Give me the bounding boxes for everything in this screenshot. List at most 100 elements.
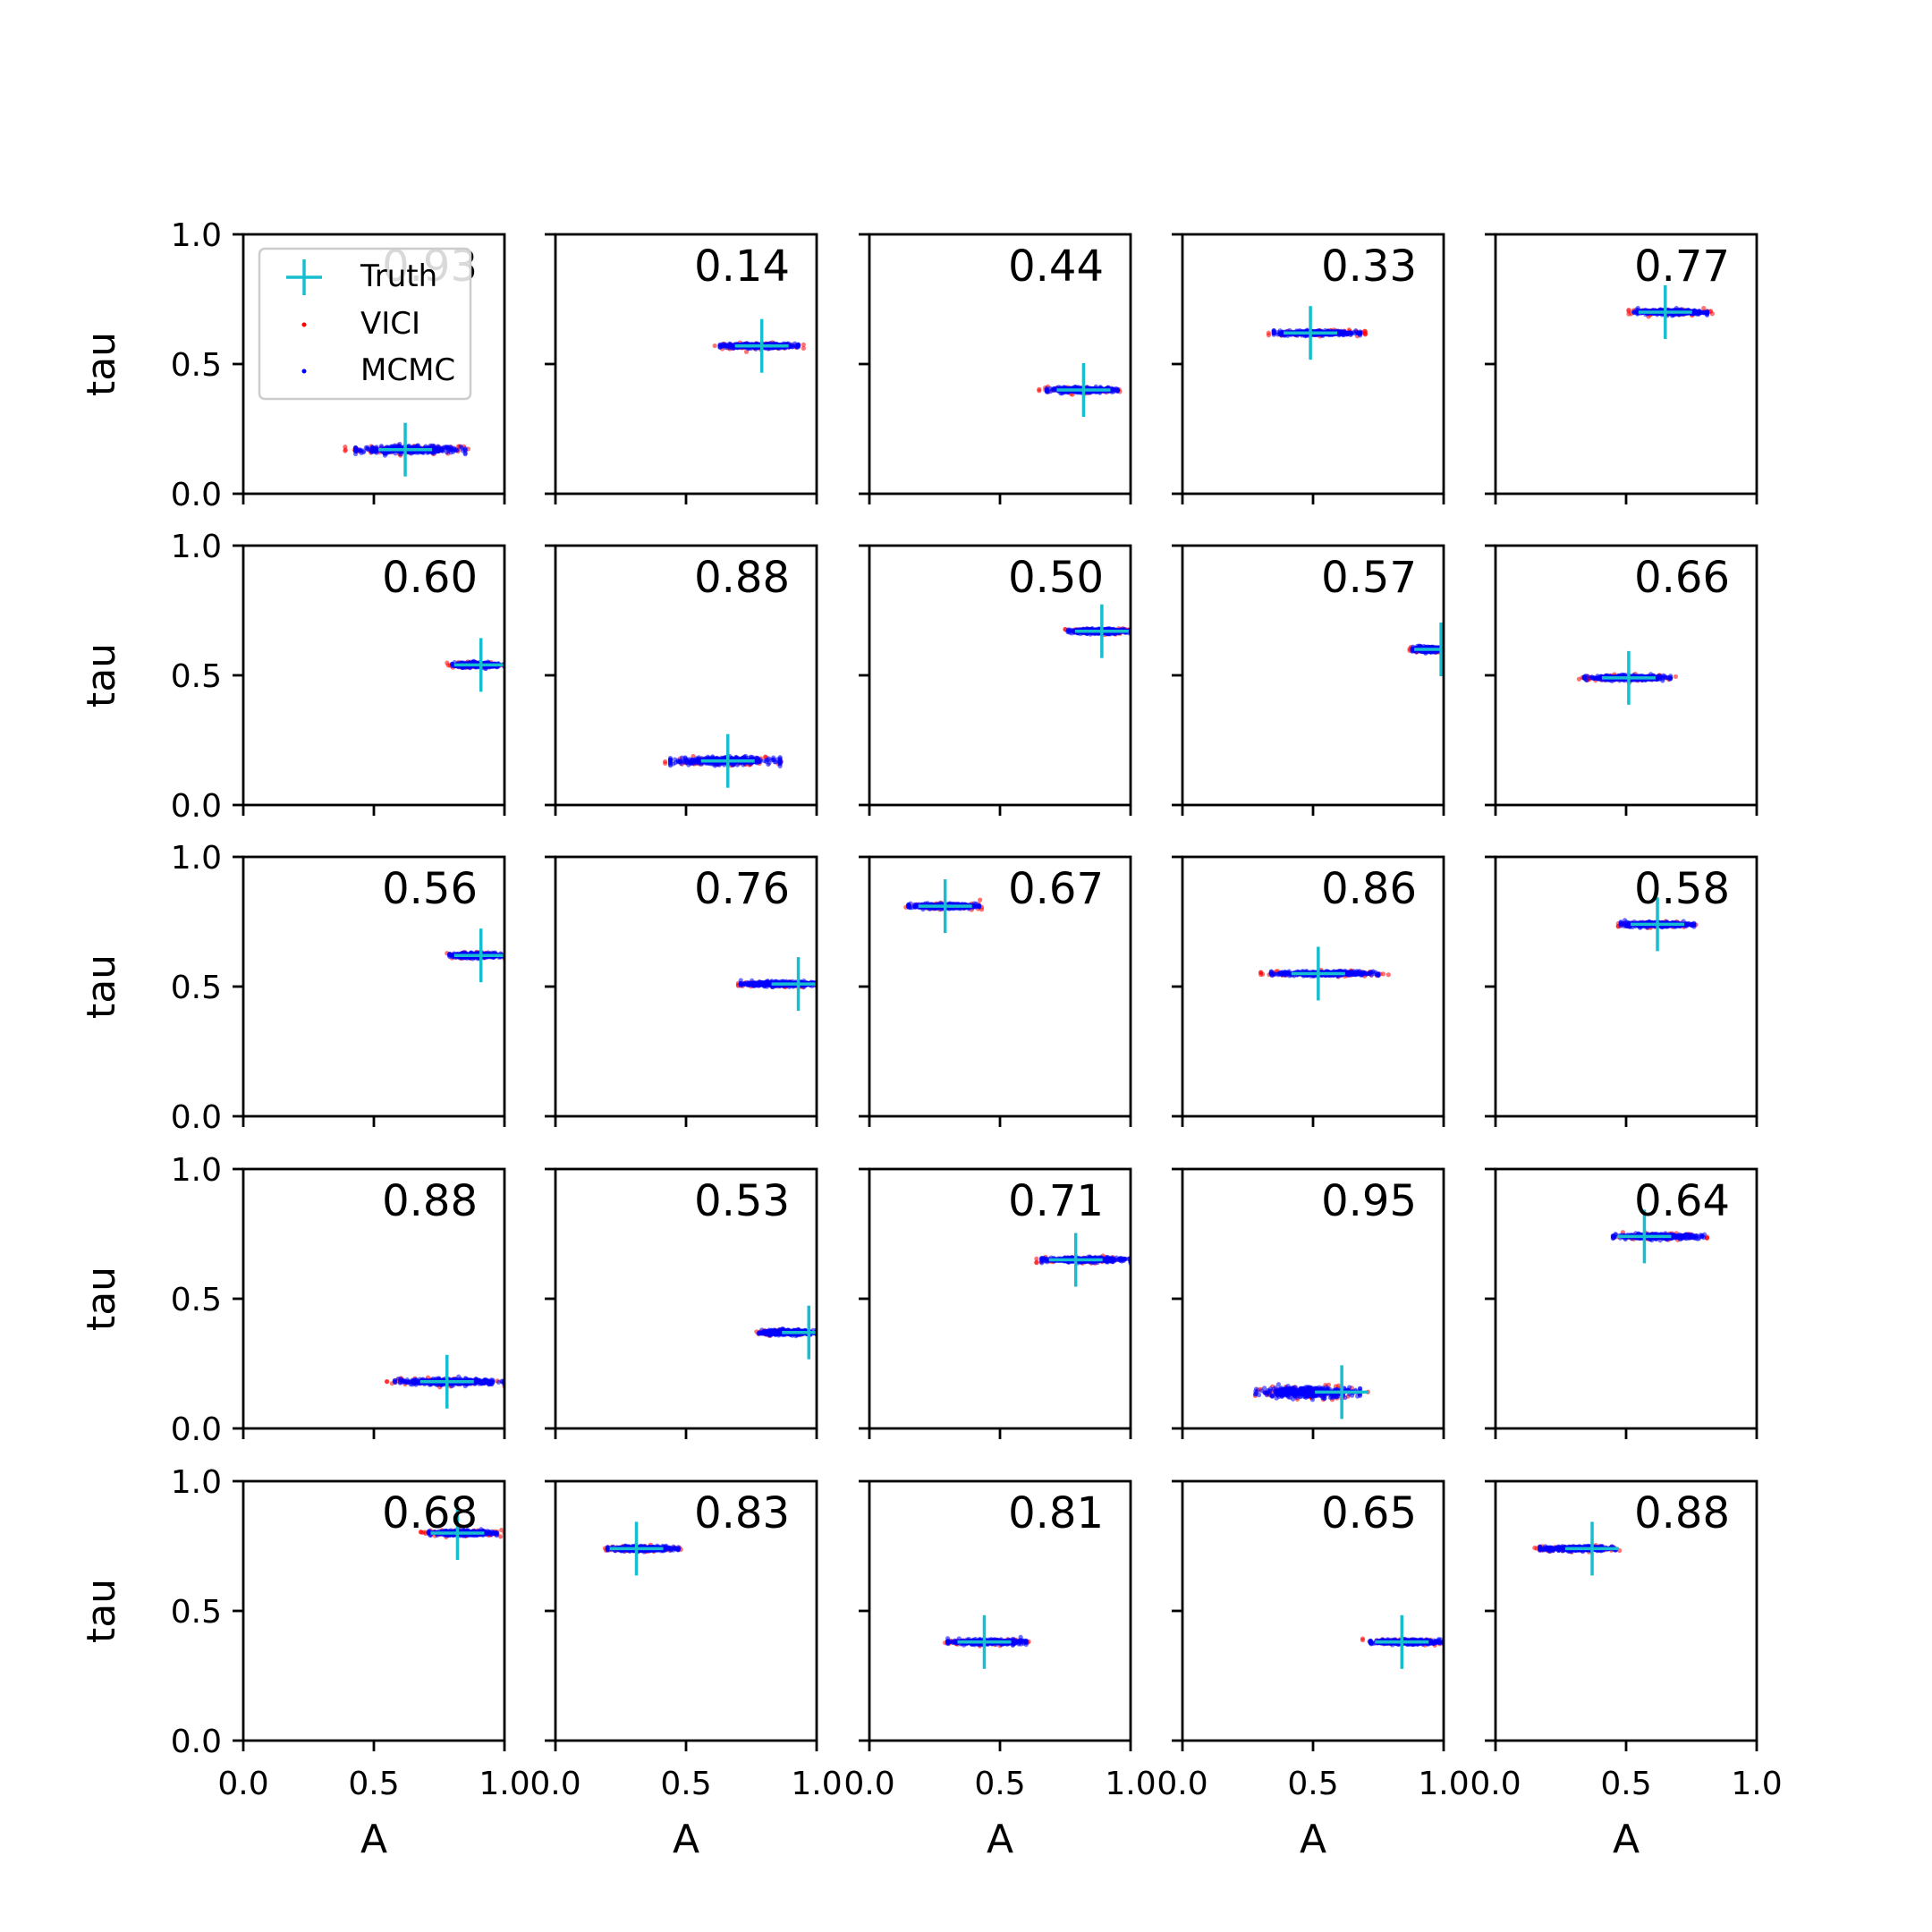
mcmc-sample-point	[1278, 332, 1284, 338]
mcmc-sample-point	[1271, 330, 1276, 335]
panel-score-label: 0.60	[382, 553, 478, 603]
y-axis-label: tau	[79, 332, 124, 396]
y-tick-label: 0.0	[171, 477, 222, 513]
mcmc-sample-point	[683, 758, 689, 763]
mcmc-sample-point	[452, 446, 458, 452]
mcmc-sample-point	[729, 345, 734, 351]
panel-10: 0.66	[1485, 544, 1758, 816]
mcmc-sample-point	[675, 758, 682, 765]
vici-sample-point	[801, 342, 807, 348]
panel-score-label: 0.50	[1008, 553, 1104, 603]
panel-9: 0.57	[1172, 544, 1445, 816]
mcmc-sample-point	[757, 759, 762, 765]
panel-points	[1576, 650, 1679, 705]
mcmc-sample-point	[458, 444, 463, 449]
vici-sample-point	[1626, 307, 1631, 313]
mcmc-sample-point	[722, 343, 728, 348]
panel-points	[663, 733, 784, 788]
mcmc-sample-point	[1592, 675, 1597, 681]
vici-sample-point	[1037, 388, 1042, 394]
mcmc-sample-point	[370, 445, 376, 451]
mcmc-sample-point	[791, 343, 796, 350]
mcmc-sample-point	[352, 451, 359, 457]
mcmc-sample-point	[1066, 628, 1072, 634]
vici-sample-point	[1701, 305, 1707, 311]
mcmc-sample-point	[1631, 310, 1637, 316]
mcmc-sample-point	[1336, 330, 1342, 335]
panel-points	[1037, 363, 1123, 417]
vici-sample-point	[1266, 330, 1271, 335]
mcmc-sample-point	[764, 757, 769, 763]
vici-sample-point	[663, 760, 668, 767]
vici-sample-point	[445, 660, 450, 665]
mcmc-sample-point	[365, 445, 370, 450]
mcmc-sample-point	[432, 446, 437, 452]
mcmc-sample-point	[352, 447, 359, 453]
mcmc-sample-point	[667, 756, 674, 761]
mcmc-sample-point	[1109, 389, 1114, 394]
panel-points	[1063, 604, 1131, 658]
y-tick-label: 0.5	[171, 347, 222, 384]
mcmc-sample-point	[1044, 386, 1050, 391]
panel-7: 0.88	[545, 544, 818, 816]
vici-sample-point	[801, 345, 807, 352]
mcmc-sample-point	[441, 445, 446, 450]
mcmc-sample-point	[1669, 313, 1674, 318]
panel-score-label: 0.57	[1321, 553, 1417, 603]
mcmc-sample-point	[1655, 675, 1660, 681]
panel-5: 0.77	[1485, 233, 1758, 504]
panel-2: 0.14	[545, 233, 818, 504]
panel-points	[1266, 306, 1368, 360]
mcmc-sample-point	[445, 445, 450, 450]
panel-points	[712, 318, 807, 373]
mcmc-sample-point	[1418, 643, 1423, 648]
mcmc-sample-point	[1700, 309, 1706, 316]
mcmc-sample-point	[445, 448, 452, 453]
mcmc-sample-point	[667, 760, 674, 766]
vici-sample-point	[1673, 674, 1679, 680]
mcmc-sample-point	[462, 445, 468, 452]
mcmc-sample-point	[693, 758, 699, 763]
panel-points	[445, 638, 504, 692]
panel-points	[1626, 285, 1715, 339]
mcmc-sample-point	[361, 448, 367, 453]
mcmc-sample-point	[462, 452, 468, 457]
vici-sample-point	[1362, 332, 1368, 337]
mcmc-sample-point	[1357, 330, 1363, 335]
vici-sample-point	[712, 343, 717, 349]
mcmc-sample-point	[712, 763, 717, 768]
vici-sample-point	[343, 445, 348, 450]
mcmc-sample-point	[436, 444, 441, 449]
panel-score-label: 0.14	[694, 242, 790, 292]
panel-6: 0.0 0.5 1.0 0.60 tau	[79, 529, 506, 825]
panel-8: 0.50	[859, 544, 1132, 816]
panel-3: 0.44	[859, 233, 1132, 504]
mcmc-sample-point	[1113, 386, 1118, 392]
mcmc-sample-point	[679, 755, 685, 760]
panel-score-label: 0.33	[1321, 242, 1417, 292]
panel-score-label: 0.88	[694, 553, 790, 603]
mcmc-sample-point	[795, 342, 801, 347]
mcmc-sample-point	[432, 450, 437, 455]
mcmc-sample-point	[717, 344, 723, 350]
y-tick-label: 1.0	[171, 217, 222, 254]
mcmc-sample-point	[747, 761, 753, 767]
mcmc-sample-point	[369, 448, 374, 454]
y-tick-label: 0.5	[171, 658, 222, 695]
panel-4: 0.33	[1172, 233, 1445, 504]
y-axis-label: tau	[79, 643, 124, 708]
mcmc-sample-point	[769, 758, 775, 763]
mcmc-sample-point	[777, 758, 783, 764]
panel-score-label: 0.44	[1008, 242, 1104, 292]
panel-score-label: 0.77	[1634, 242, 1730, 292]
y-tick-label: 0.0	[171, 788, 222, 825]
panels-layer: 0.00.51.00.93tau0.140.440.330.770.00.51.…	[79, 217, 1783, 1862]
y-tick-label: 1.0	[171, 529, 222, 565]
mcmc-sample-point	[1693, 309, 1699, 315]
mcmc-sample-point	[750, 754, 755, 760]
panel-points	[343, 422, 471, 477]
panel-points	[1407, 623, 1444, 676]
mcmc-sample-point	[1704, 309, 1709, 316]
mcmc-sample-point	[1410, 647, 1416, 652]
